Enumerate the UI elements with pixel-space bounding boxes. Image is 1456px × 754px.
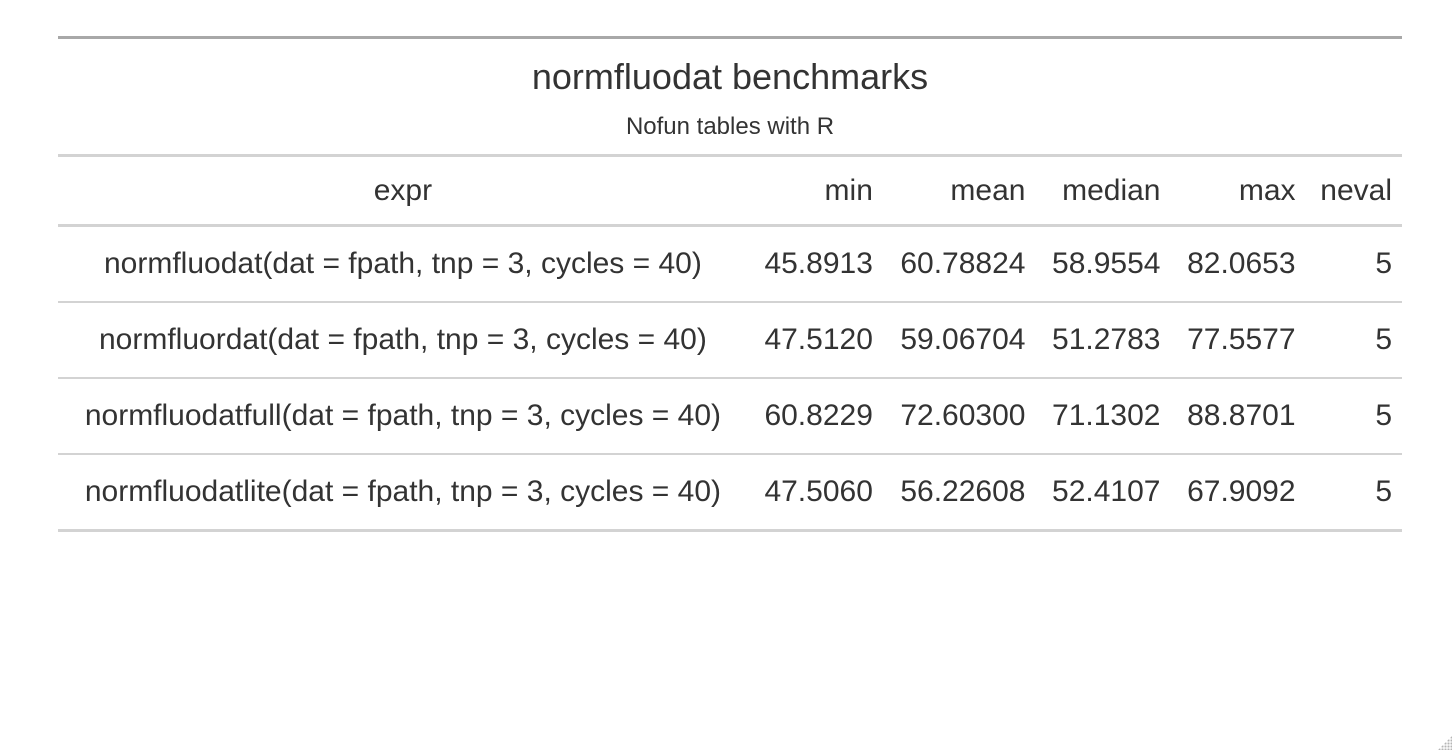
column-header-median: median <box>1035 155 1171 227</box>
cell-neval: 5 <box>1305 302 1402 379</box>
cell-mean: 56.22608 <box>882 454 1036 532</box>
cell-expr: normfluodatfull(dat = fpath, tnp = 3, cy… <box>58 378 748 455</box>
cell-max: 82.0653 <box>1170 225 1306 303</box>
cell-min: 47.5120 <box>747 302 883 379</box>
table-row: normfluodatlite(dat = fpath, tnp = 3, cy… <box>58 454 1402 532</box>
cell-max: 77.5577 <box>1170 302 1306 379</box>
cell-neval: 5 <box>1305 225 1402 303</box>
cell-min: 47.5060 <box>747 454 883 532</box>
resize-grip-icon[interactable] <box>1438 736 1452 750</box>
table-heading-cell: normfluodat benchmarks Nofun tables with… <box>58 39 1402 157</box>
table-row: normfluodatfull(dat = fpath, tnp = 3, cy… <box>58 378 1402 455</box>
table-heading-row: normfluodat benchmarks Nofun tables with… <box>58 39 1402 157</box>
cell-min: 60.8229 <box>747 378 883 455</box>
column-header-neval: neval <box>1305 155 1402 227</box>
cell-median: 58.9554 <box>1035 225 1171 303</box>
column-header-row: expr min mean median max neval <box>58 155 1402 227</box>
column-header-expr: expr <box>58 155 748 227</box>
column-header-mean: mean <box>882 155 1036 227</box>
cell-mean: 60.78824 <box>882 225 1036 303</box>
table-top-rule <box>58 36 1402 39</box>
cell-max: 67.9092 <box>1170 454 1306 532</box>
cell-expr: normfluodat(dat = fpath, tnp = 3, cycles… <box>58 225 748 303</box>
column-header-max: max <box>1170 155 1306 227</box>
cell-mean: 59.06704 <box>882 302 1036 379</box>
cell-neval: 5 <box>1305 454 1402 532</box>
table-row: normfluordat(dat = fpath, tnp = 3, cycle… <box>58 302 1402 379</box>
cell-mean: 72.60300 <box>882 378 1036 455</box>
table-title: normfluodat benchmarks <box>531 56 929 97</box>
table-row: normfluodat(dat = fpath, tnp = 3, cycles… <box>58 225 1402 303</box>
column-header-min: min <box>747 155 883 227</box>
cell-min: 45.8913 <box>747 225 883 303</box>
cell-max: 88.8701 <box>1170 378 1306 455</box>
cell-neval: 5 <box>1305 378 1402 455</box>
table-subtitle: Nofun tables with R <box>625 113 835 140</box>
cell-median: 52.4107 <box>1035 454 1171 532</box>
cell-median: 51.2783 <box>1035 302 1171 379</box>
benchmark-table: normfluodat benchmarks Nofun tables with… <box>58 39 1402 532</box>
cell-expr: normfluordat(dat = fpath, tnp = 3, cycle… <box>58 302 748 379</box>
cell-median: 71.1302 <box>1035 378 1171 455</box>
cell-expr: normfluodatlite(dat = fpath, tnp = 3, cy… <box>58 454 748 532</box>
benchmark-table-container: normfluodat benchmarks Nofun tables with… <box>58 36 1402 532</box>
